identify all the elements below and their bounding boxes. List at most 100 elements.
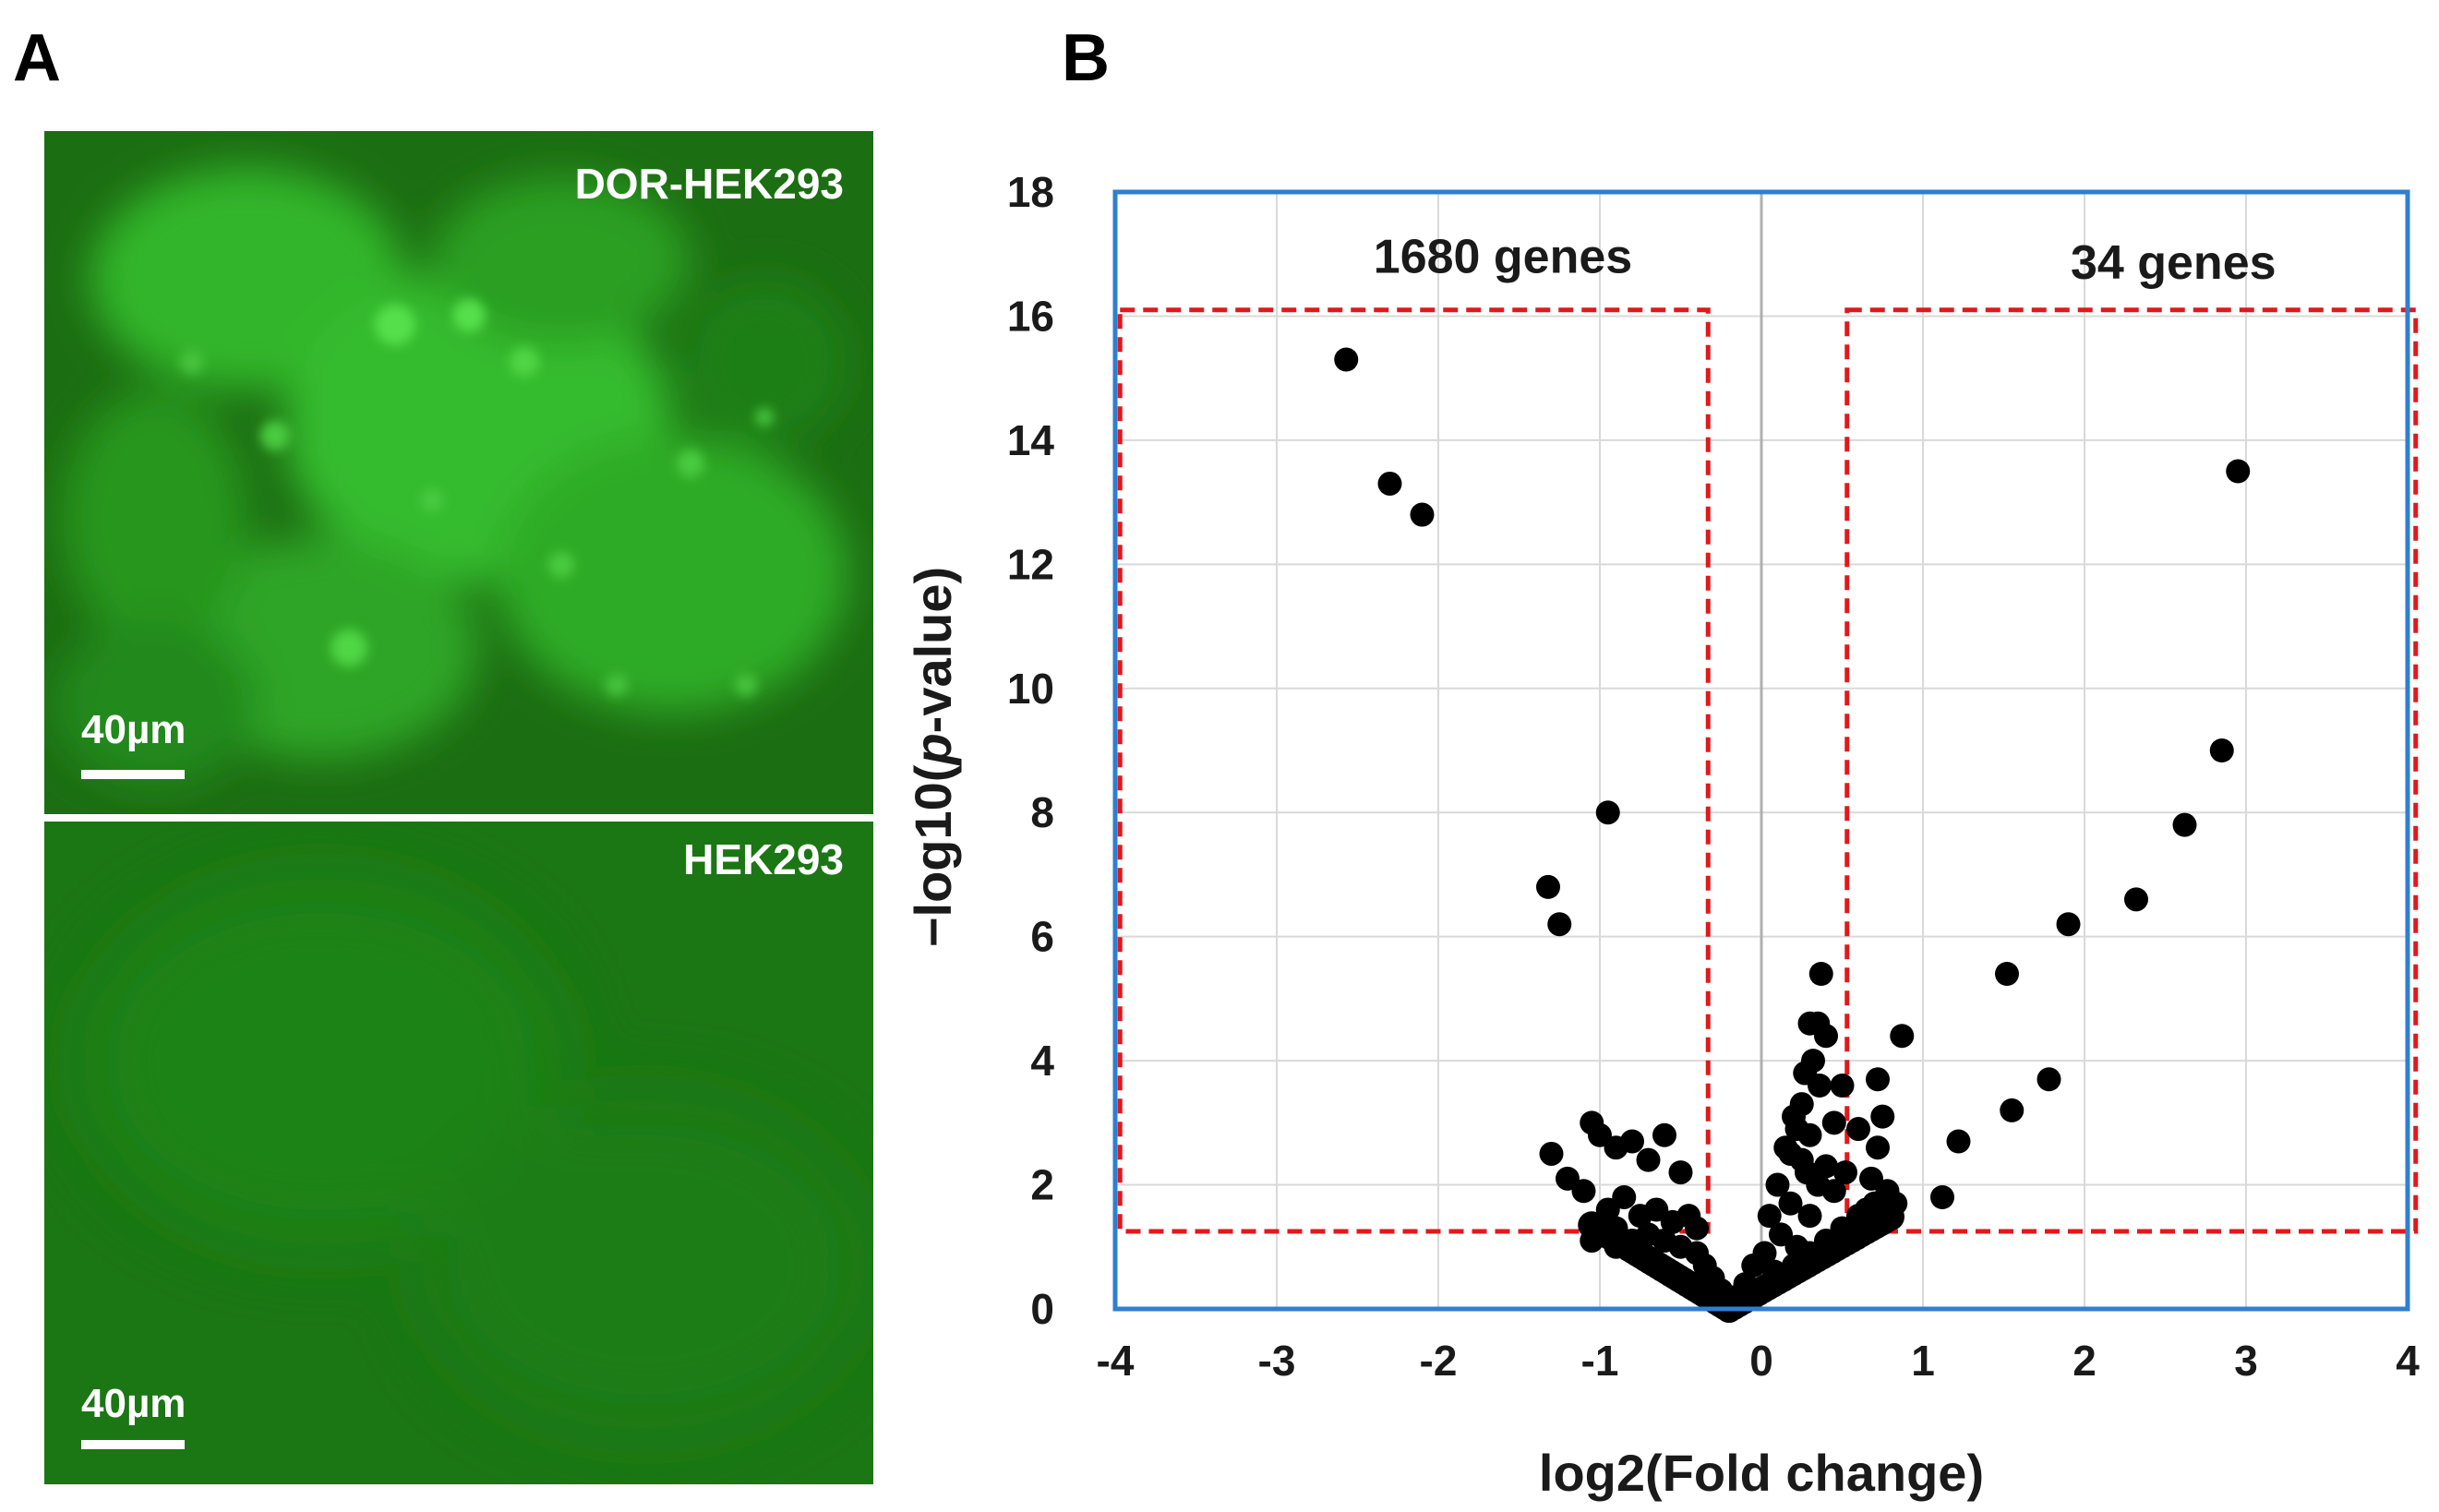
x-tick-label: -3	[1258, 1337, 1296, 1385]
y-tick-label: 8	[1030, 788, 1054, 836]
x-axis-label: log2(Fold change)	[1539, 1444, 1984, 1502]
data-point	[1595, 1197, 1620, 1222]
micrograph-dor-hek293: DOR-HEK293 40µm	[44, 131, 873, 814]
data-point	[1784, 1117, 1809, 1142]
data-point	[1821, 1110, 1846, 1135]
data-point	[1571, 1179, 1596, 1204]
y-tick-labels: 0 2 4 6 8 10 12 14 16 18	[1007, 168, 1055, 1333]
y-tick-label: 4	[1030, 1037, 1054, 1085]
y-tick-label: 0	[1030, 1285, 1054, 1333]
data-point	[1749, 1278, 1773, 1302]
data-point	[1769, 1222, 1793, 1247]
annotations: 1680 genes 34 genes	[1374, 230, 2277, 290]
scale-bar-label-top: 40µm	[81, 707, 186, 752]
y-tick-label: 14	[1007, 416, 1055, 464]
y-axis-label-prefix: −log10(	[904, 764, 962, 947]
data-point	[1808, 1074, 1832, 1098]
data-point	[1556, 1166, 1580, 1191]
data-point	[1588, 1122, 1612, 1147]
x-tick-label: -2	[1420, 1337, 1458, 1385]
y-tick-label: 6	[1030, 913, 1054, 961]
x-tick-label: 3	[2234, 1337, 2258, 1385]
cell-line-label-dor-hek293: DOR-HEK293	[574, 160, 844, 208]
data-point	[1930, 1185, 1954, 1209]
y-tick-label: 12	[1007, 540, 1054, 588]
y-tick-label: 16	[1007, 292, 1054, 340]
data-point	[1808, 962, 1833, 986]
data-point	[1797, 1204, 1822, 1229]
data-point	[1846, 1117, 1870, 1142]
data-point	[1866, 1067, 1890, 1092]
scale-bar-top	[81, 770, 185, 779]
data-point	[1782, 1253, 1806, 1278]
data-point	[1797, 1241, 1822, 1266]
data-point	[1879, 1197, 1903, 1222]
data-point	[1580, 1229, 1604, 1254]
threshold-box	[1117, 307, 1711, 1234]
data-point	[1539, 1141, 1564, 1166]
threshold-box	[1844, 307, 2419, 1234]
data-point	[1778, 1141, 1803, 1166]
gene-count-annotation: 1680 genes	[1374, 230, 1632, 283]
data-point	[1620, 1129, 1644, 1154]
data-point	[1685, 1216, 1709, 1241]
data-point	[1334, 347, 1359, 372]
data-point	[1612, 1185, 1637, 1209]
panel-label-b: B	[1062, 21, 1110, 95]
plot-frame	[1112, 189, 2410, 1312]
data-point	[1765, 1172, 1790, 1197]
panel-label-a: A	[13, 21, 61, 95]
data-point	[1846, 1204, 1870, 1229]
scale-bar-label-bottom: 40µm	[81, 1381, 186, 1426]
x-tick-label: -1	[1581, 1337, 1619, 1385]
data-point	[1741, 1253, 1766, 1278]
data-point	[2037, 1067, 2061, 1092]
data-point	[1644, 1197, 1669, 1222]
micrograph-hek293: HEK293 40µm	[44, 822, 873, 1484]
data-point	[1604, 1234, 1628, 1259]
x-tick-label: -4	[1097, 1337, 1135, 1385]
data-point	[1995, 962, 2019, 986]
data-point	[1870, 1104, 1895, 1129]
data-point	[1765, 1266, 1790, 1290]
y-axis-label: −log10(p-value)	[904, 567, 962, 947]
scale-bar-bottom	[81, 1440, 185, 1449]
data-point	[2172, 812, 2197, 837]
data-point	[1377, 471, 1402, 496]
data-point	[2209, 738, 2234, 762]
x-tick-label: 1	[1911, 1337, 1935, 1385]
data-point	[1595, 800, 1620, 825]
x-tick-label: 0	[1749, 1337, 1773, 1385]
data-point	[1866, 1135, 1890, 1160]
data-point	[1833, 1160, 1857, 1185]
threshold-boxes	[1117, 307, 2419, 1234]
data-point	[1797, 1011, 1822, 1036]
data-point	[1814, 1024, 1838, 1049]
data-point	[1636, 1147, 1661, 1172]
y-axis-label-suffix: -value)	[904, 567, 962, 734]
x-tick-label: 4	[2396, 1337, 2420, 1385]
gene-count-annotation: 34 genes	[2071, 236, 2277, 290]
data-point	[1652, 1122, 1676, 1147]
y-axis-label-italic: p	[904, 733, 962, 766]
y-tick-label: 2	[1030, 1161, 1054, 1209]
data-point	[1668, 1160, 1693, 1185]
x-tick-label: 2	[2073, 1337, 2097, 1385]
data-point	[2000, 1098, 2024, 1122]
data-point	[2124, 887, 2148, 912]
fluorescence-image-top	[44, 131, 873, 814]
data-point	[1795, 1160, 1819, 1185]
data-point	[2056, 912, 2081, 937]
data-point	[1410, 502, 1435, 527]
fluorescence-image-bottom	[44, 822, 873, 1484]
data-point	[1830, 1216, 1855, 1241]
data-point	[2226, 459, 2251, 484]
data-point	[1547, 912, 1572, 937]
x-tick-labels: -4 -3 -2 -1 0 1 2 3 4	[1097, 1337, 2421, 1385]
data-point	[1890, 1024, 1915, 1049]
y-tick-label: 18	[1007, 168, 1054, 216]
data-point	[1814, 1154, 1838, 1179]
data-point	[1757, 1204, 1782, 1229]
data-points	[1334, 347, 2251, 1323]
